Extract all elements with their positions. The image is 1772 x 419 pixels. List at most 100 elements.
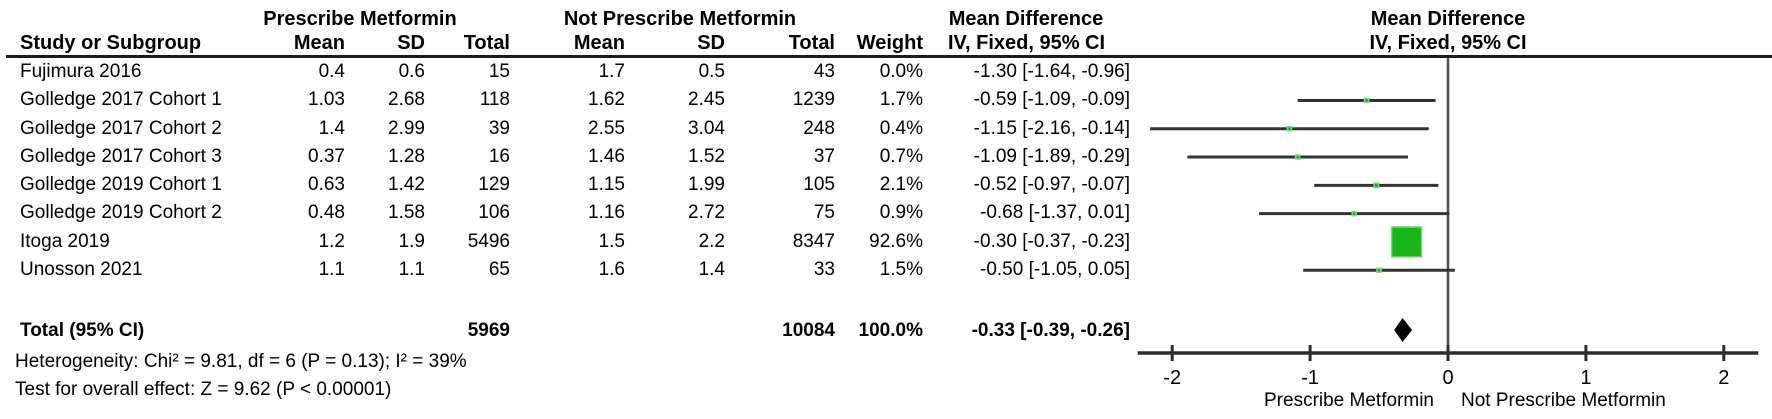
sd-prescribe: 0.6 [398,61,425,82]
col-header-weight: Weight [856,32,923,54]
mean-prescribe: 0.37 [308,145,345,167]
total-not-prescribe: 37 [813,145,835,167]
mean-prescribe: 1.2 [318,230,345,252]
sd-not-prescribe: 0.5 [698,61,725,82]
study-name: Fujimura 2016 [20,61,142,82]
sd-prescribe: 1.42 [388,174,425,196]
total-not-prescribe: 1239 [792,89,835,111]
mean-not-prescribe: 1.7 [598,61,625,82]
total-not-prescribe: 43 [813,61,835,82]
ci-text: -0.50 [-1.05, 0.05] [980,259,1130,281]
weight-value: 92.6% [869,230,923,252]
mean-not-prescribe: 1.15 [588,174,625,196]
weight-value: 1.7% [879,89,923,111]
axis-tick-label: 2 [1718,367,1729,389]
mean-prescribe: 0.48 [308,202,345,224]
mean-not-prescribe: 1.5 [598,230,625,252]
study-name: Golledge 2017 Cohort 1 [20,89,222,111]
favours-left-label: Prescribe Metformin [1264,390,1434,411]
total-prescribe: 106 [478,202,510,224]
mean-prescribe: 0.63 [308,174,345,196]
mean-not-prescribe: 1.46 [588,145,625,167]
total-prescribe: 39 [488,117,510,139]
heterogeneity-text: Heterogeneity: Chi² = 9.81, df = 6 (P = … [15,351,467,372]
weight-value: 0.0% [879,61,923,82]
total-prescribe: 118 [479,89,510,111]
sd-not-prescribe: 3.04 [688,117,725,139]
mean-prescribe: 1.1 [318,259,345,281]
study-name: Golledge 2019 Cohort 2 [20,202,222,224]
study-name: Unosson 2021 [20,259,143,281]
sd-not-prescribe: 1.52 [688,145,725,167]
study-name: Golledge 2017 Cohort 2 [20,117,222,139]
study-weight-marker [1376,267,1382,273]
sd-prescribe: 1.58 [388,202,425,224]
group-header-prescribe: Prescribe Metformin [263,8,457,30]
total-n-prescribe: 5969 [467,320,510,341]
study-name: Golledge 2019 Cohort 1 [20,174,222,196]
col-header-total-2: Total [788,32,835,54]
total-diamond [1394,318,1413,342]
weight-value: 0.7% [879,145,923,167]
table-row: Itoga 2019 1.2 1.9 5496 1.5 2.2 8347 92.… [0,228,1130,256]
table-row: Golledge 2017 Cohort 1 1.03 2.68 118 1.6… [0,86,1130,114]
study-weight-marker [1294,154,1301,160]
ci-text: -0.52 [-0.97, -0.07] [973,174,1130,196]
mean-not-prescribe: 2.55 [588,117,625,139]
md-header-left: Mean Difference [948,8,1104,30]
total-not-prescribe: 33 [813,259,835,281]
group-header-not-prescribe: Not Prescribe Metformin [563,8,797,30]
ci-text: -0.59 [-1.09, -0.09] [973,89,1130,111]
table-row: Golledge 2017 Cohort 3 0.37 1.28 16 1.46… [0,143,1130,171]
table-row: Golledge 2017 Cohort 2 1.4 2.99 39 2.55 … [0,115,1130,143]
sd-prescribe: 1.9 [398,230,425,252]
col-header-mean-2: Mean [573,32,625,54]
total-prescribe: 5496 [467,230,510,252]
table-row: Fujimura 2016 0.4 0.6 15 1.7 0.5 43 0.0%… [0,58,1130,86]
axis-tick-label: 1 [1580,367,1591,389]
sd-not-prescribe: 2.72 [688,202,725,224]
sd-prescribe: 2.68 [388,89,425,111]
ci-text: -0.30 [-0.37, -0.23] [973,230,1130,252]
total-ci-text: -0.33 [-0.39, -0.26] [971,320,1130,341]
sd-prescribe: 2.99 [388,117,425,139]
weight-value: 2.1% [879,174,923,196]
weight-value: 0.4% [879,117,923,139]
study-weight-marker [1363,97,1370,104]
total-n-not-prescribe: 10084 [782,320,835,341]
mean-prescribe: 0.4 [318,61,345,82]
study-rows: Fujimura 2016 0.4 0.6 15 1.7 0.5 43 0.0%… [0,58,1130,284]
table-row: Unosson 2021 1.1 1.1 65 1.6 1.4 33 1.5% … [0,256,1130,284]
total-prescribe: 65 [488,259,510,281]
mean-prescribe: 1.03 [308,89,345,111]
md-header-right: Mean Difference [1370,8,1526,30]
sd-not-prescribe: 2.2 [698,230,725,252]
study-name: Golledge 2017 Cohort 3 [20,145,222,167]
total-prescribe: 129 [478,174,510,196]
study-weight-marker [1390,226,1423,258]
axis-tick-label: -1 [1301,367,1319,389]
study-weight-marker [1373,182,1380,189]
study-weight-marker [1286,126,1293,132]
sd-not-prescribe: 1.4 [698,259,725,281]
study-name: Itoga 2019 [20,230,110,252]
total-not-prescribe: 248 [803,117,835,139]
axis-tick-label: -2 [1163,367,1181,389]
ci-text: -1.09 [-1.89, -0.29] [973,145,1130,167]
total-row: Total (95% CI) 5969 10084 100.0% -0.33 [… [0,317,1130,345]
mean-not-prescribe: 1.16 [588,202,625,224]
col-header-iv-ci-right: IV, Fixed, 95% CI [1369,32,1527,54]
mean-not-prescribe: 1.62 [588,89,625,111]
total-label: Total (95% CI) [20,320,145,341]
total-weight: 100.0% [858,320,923,341]
total-prescribe: 15 [488,61,510,82]
ci-text: -1.15 [-2.16, -0.14] [973,117,1130,139]
header-underline [6,55,1772,58]
total-not-prescribe: 105 [803,174,835,196]
mean-prescribe: 1.4 [318,117,345,139]
sd-prescribe: 1.1 [398,259,425,281]
col-header-sd-1: SD [397,32,425,54]
col-header-iv-ci-left: IV, Fixed, 95% CI [947,32,1106,54]
mean-not-prescribe: 1.6 [598,259,625,281]
